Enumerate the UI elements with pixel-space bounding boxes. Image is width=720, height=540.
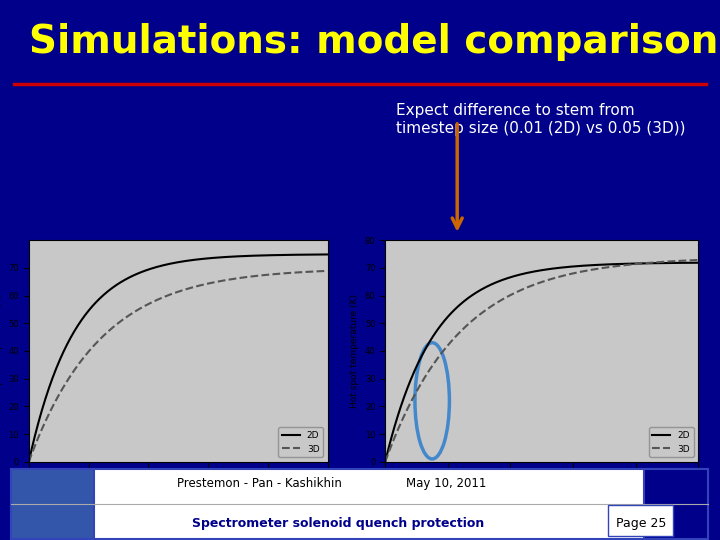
3D [269,271,278,278]
2D [166,260,175,267]
Line: 2D: 2D [385,263,698,462]
2D [202,255,211,262]
2D [381,458,390,465]
3D [168,291,177,297]
3D [687,257,696,264]
3D [24,458,33,465]
Text: Spectrometer solenoid quench protection: Spectrometer solenoid quench protection [192,517,485,530]
2D [323,251,332,258]
Text: Page 25: Page 25 [616,517,666,530]
2D [687,260,696,266]
3D [694,256,703,263]
Text: Prestemon - Pan - Kashikhin: Prestemon - Pan - Kashikhin [177,477,341,490]
Text: Simulations: model comparison: Simulations: model comparison [29,23,718,61]
3D [550,275,559,281]
2D [638,260,647,267]
2D [168,260,177,266]
3D [186,285,195,291]
3D [166,291,175,298]
Text: Expect difference to stem from
timestep size (0.01 (2D) vs 0.05 (3D)): Expect difference to stem from timestep … [396,104,685,136]
3D [323,268,332,274]
2D [316,251,325,258]
FancyBboxPatch shape [644,469,708,538]
2D [24,458,33,465]
Line: 3D: 3D [29,271,328,462]
3D [530,281,539,288]
FancyBboxPatch shape [608,505,673,536]
Line: 2D: 2D [29,254,328,462]
2D [531,268,540,274]
FancyBboxPatch shape [11,469,708,538]
2D [550,265,559,272]
2D [567,264,576,270]
Y-axis label: Hot spot temperature (K): Hot spot temperature (K) [351,294,359,408]
3D [316,268,325,274]
Legend: 2D, 3D: 2D, 3D [278,428,323,457]
FancyBboxPatch shape [11,469,94,538]
Text: May 10, 2011: May 10, 2011 [406,477,487,490]
3D [567,271,576,277]
3D [381,458,390,465]
Line: 3D: 3D [385,260,698,462]
2D [186,257,195,264]
3D [638,260,647,267]
3D [531,281,540,287]
Y-axis label: Hot spot temperature (K): Hot spot temperature (K) [0,294,3,408]
3D [202,281,211,287]
X-axis label: Time (s): Time (s) [523,486,560,495]
Legend: 2D, 3D: 2D, 3D [649,428,694,457]
2D [530,268,539,275]
2D [269,252,278,258]
2D [694,260,703,266]
